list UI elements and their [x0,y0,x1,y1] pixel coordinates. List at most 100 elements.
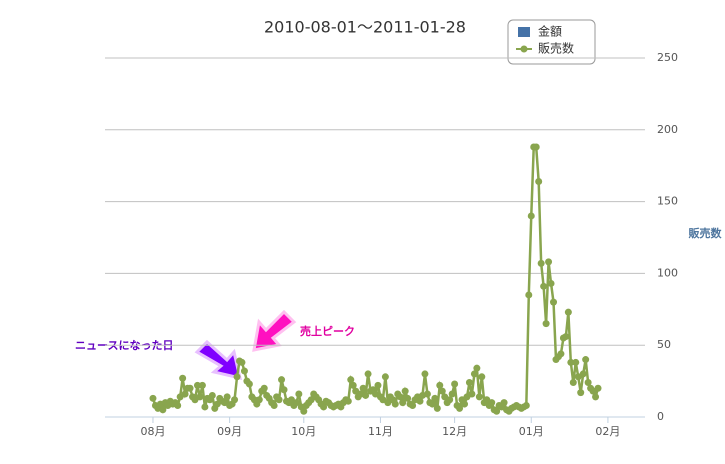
point [594,384,602,392]
point [584,379,592,387]
annotation: 売上ピーク [300,324,355,338]
point [231,396,239,404]
point [347,376,355,384]
point [391,400,399,408]
point [535,177,543,185]
point [396,393,404,401]
point [174,402,182,410]
point [461,400,469,408]
y-axis-label: 販売数 [689,226,723,240]
point [238,358,246,366]
chart-title: 2010-08-01～2011-01-28 [264,18,466,37]
arrow-news [194,339,243,381]
x-tick-label: 10月 [291,425,316,438]
x-tick-label: 01月 [519,425,544,438]
y-tick-label: 250 [657,51,678,64]
point [567,358,575,366]
point [527,212,535,220]
point [201,403,209,411]
point [223,393,231,401]
y-tick-label: 100 [657,266,678,279]
point [493,407,501,415]
point [547,279,555,287]
point [465,379,473,387]
point [545,258,553,266]
point [423,390,431,398]
point [557,350,565,358]
point [280,386,288,394]
point [270,402,278,410]
point [438,387,446,395]
point [233,373,241,381]
point [475,393,483,401]
legend-label: 金額 [538,24,562,39]
point [433,404,441,412]
y-tick-label: 150 [657,195,678,208]
y-tick-label: 0 [657,410,664,423]
point [275,396,283,404]
point [478,373,486,381]
point [409,402,417,410]
point [577,389,585,397]
point [569,379,577,387]
point [431,394,439,402]
point [448,390,456,398]
point [344,397,352,405]
x-tick-label: 12月 [442,425,467,438]
point [381,373,389,381]
point [320,403,328,411]
point [572,358,580,366]
point [245,380,253,388]
point [404,394,412,402]
point [181,390,189,398]
point [525,291,533,299]
point [278,376,286,384]
point [292,399,300,407]
point [295,390,303,398]
point [374,381,382,389]
point [542,320,550,328]
y-tick-label: 200 [657,123,678,136]
point [416,397,424,405]
point [159,406,167,414]
point [532,143,540,151]
point [456,404,464,412]
x-tick-label: 02月 [595,425,620,438]
point [537,259,545,267]
point [196,393,204,401]
point [468,390,476,398]
point [359,384,367,392]
point [349,381,357,389]
point [428,400,436,408]
legend-label: 販売数 [538,41,574,56]
point [255,396,263,404]
point [470,370,478,378]
point [399,399,407,407]
point [421,370,429,378]
point [208,391,216,399]
point [451,380,459,388]
point [592,393,600,401]
point [564,308,572,316]
arrow-peak [252,309,297,352]
point [582,356,590,364]
legend-swatch [518,27,530,37]
x-tick-label: 09月 [217,425,242,438]
point [364,370,372,378]
point [362,391,370,399]
point [149,394,157,402]
point [500,399,508,407]
point [540,282,548,290]
point [300,407,308,415]
point [198,381,206,389]
x-tick-label: 08月 [140,425,165,438]
point [193,381,201,389]
legend-marker [520,45,528,53]
x-tick-label: 11月 [368,425,393,438]
point [401,387,409,395]
point [473,364,481,372]
point [488,399,496,407]
point [579,370,587,378]
